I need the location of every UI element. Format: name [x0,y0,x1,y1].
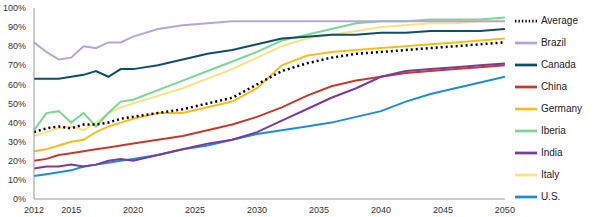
svg-text:2040: 2040 [371,205,391,215]
svg-text:2025: 2025 [185,205,205,215]
html-text:Iberia: Iberia [540,124,566,136]
html-text:China: China [540,80,567,92]
svg-text:70%: 70% [8,60,26,70]
svg-text:90%: 90% [8,22,26,32]
html-text:Average: Average [540,14,578,26]
html-text:Brazil: Brazil [540,36,566,48]
html-text:U.S.: U.S. [540,190,561,202]
svg-text:2012: 2012 [24,205,44,215]
svg-text:100%: 100% [8,3,26,13]
html-text:Germany: Germany [540,102,582,114]
svg-text:2030: 2030 [247,205,267,215]
svg-text:2015: 2015 [61,205,81,215]
svg-text:50%: 50% [8,99,26,109]
svg-text:80%: 80% [8,41,26,51]
svg-text:2045: 2045 [433,205,453,215]
svg-text:30%: 30% [8,137,26,147]
svg-text:2050: 2050 [495,205,515,215]
svg-text:0%: 0% [13,194,26,204]
svg-text:10%: 10% [8,175,26,185]
svg-text:60%: 60% [8,80,26,90]
svg-text:20%: 20% [8,156,26,166]
html-text:Italy: Italy [540,168,560,180]
svg-text:2035: 2035 [309,205,329,215]
svg-text:40%: 40% [8,118,26,128]
svg-text:2020: 2020 [123,205,143,215]
html-text:Canada: Canada [540,58,576,70]
html-text:India: India [540,146,563,158]
